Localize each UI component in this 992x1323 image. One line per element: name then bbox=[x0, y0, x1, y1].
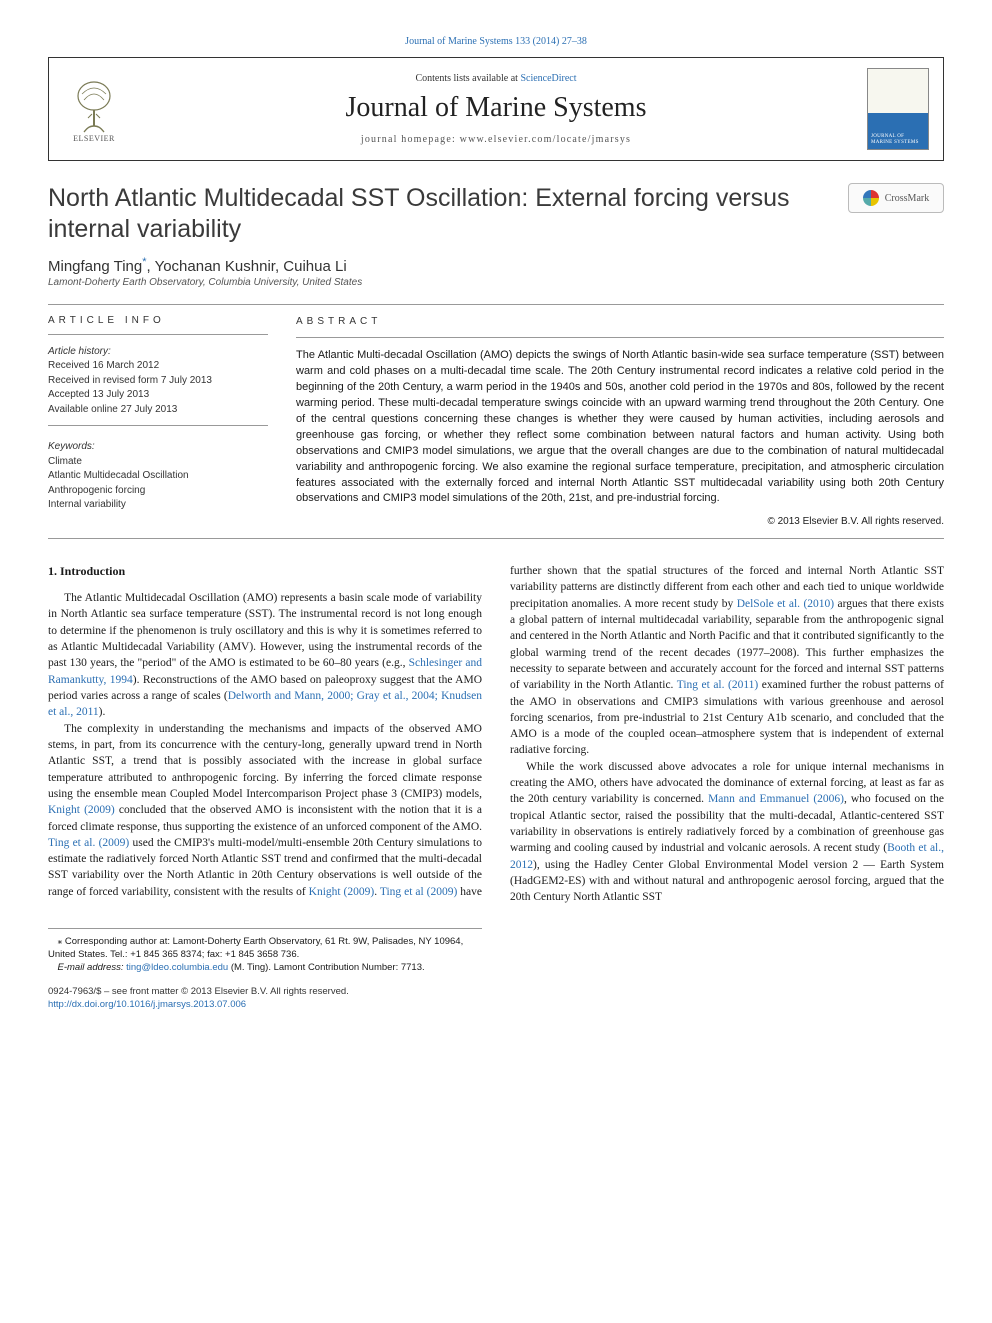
elsevier-logo: ELSEVIER bbox=[63, 70, 125, 148]
article-title: North Atlantic Multidecadal SST Oscillat… bbox=[48, 183, 832, 246]
cite-knight-2009b[interactable]: Knight (2009) bbox=[309, 886, 375, 898]
abstract-text: The Atlantic Multi-decadal Oscillation (… bbox=[296, 348, 944, 507]
elsevier-tree-icon bbox=[70, 76, 118, 134]
email-tail: (M. Ting). Lamont Contribution Number: 7… bbox=[228, 962, 424, 973]
keyword-3: Internal variability bbox=[48, 498, 268, 513]
journal-cover-thumb: JOURNAL OF MARINE SYSTEMS bbox=[867, 68, 929, 150]
keywords-label: Keywords: bbox=[48, 440, 268, 455]
footnotes: ⁎ Corresponding author at: Lamont-Dohert… bbox=[48, 928, 482, 975]
p3d: argues that there exists a global patter… bbox=[510, 598, 944, 692]
email-label: E-mail address: bbox=[58, 962, 127, 973]
author-1: Mingfang Ting bbox=[48, 258, 142, 275]
history-revised: Received in revised form 7 July 2013 bbox=[48, 374, 268, 389]
abstract-heading: ABSTRACT bbox=[296, 315, 944, 330]
cite-ting-2011[interactable]: Ting et al. (2011) bbox=[677, 679, 759, 691]
history-accepted: Accepted 13 July 2013 bbox=[48, 388, 268, 403]
p2a: The complexity in understanding the mech… bbox=[48, 723, 482, 800]
issn-line: 0924-7963/$ – see front matter © 2013 El… bbox=[48, 985, 482, 998]
footnote-corresponding: ⁎ Corresponding author at: Lamont-Dohert… bbox=[48, 935, 482, 962]
bottom-bar: 0924-7963/$ – see front matter © 2013 El… bbox=[48, 985, 482, 1012]
copyright-line: © 2013 Elsevier B.V. All rights reserved… bbox=[296, 515, 944, 530]
contents-line: Contents lists available at ScienceDirec… bbox=[125, 73, 867, 84]
article-info-heading: ARTICLE INFO bbox=[48, 315, 268, 326]
running-citation-link[interactable]: Journal of Marine Systems 133 (2014) 27–… bbox=[405, 36, 587, 47]
keyword-1: Atlantic Multidecadal Oscillation bbox=[48, 469, 268, 484]
crossmark-button[interactable]: CrossMark bbox=[848, 183, 944, 213]
doi-link[interactable]: http://dx.doi.org/10.1016/j.jmarsys.2013… bbox=[48, 999, 246, 1010]
cover-jms-label: JOURNAL OF MARINE SYSTEMS bbox=[871, 134, 925, 145]
journal-title: Journal of Marine Systems bbox=[125, 92, 867, 124]
p4c: ), using the Hadley Center Global Enviro… bbox=[510, 859, 944, 904]
crossmark-label: CrossMark bbox=[885, 193, 929, 204]
email-link[interactable]: ting@ldeo.columbia.edu bbox=[126, 962, 228, 973]
keyword-2: Anthropogenic forcing bbox=[48, 484, 268, 499]
section-1-heading: 1. Introduction bbox=[48, 563, 482, 580]
history-received: Received 16 March 2012 bbox=[48, 359, 268, 374]
authors-rest: , Yochanan Kushnir, Cuihua Li bbox=[147, 258, 347, 275]
journal-homepage: journal homepage: www.elsevier.com/locat… bbox=[125, 134, 867, 145]
divider-info bbox=[48, 334, 268, 335]
cite-delsole[interactable]: DelSole et al. (2010) bbox=[737, 598, 834, 610]
elsevier-label: ELSEVIER bbox=[73, 134, 115, 143]
history-online: Available online 27 July 2013 bbox=[48, 403, 268, 418]
journal-header: ELSEVIER Contents lists available at Sci… bbox=[48, 57, 944, 161]
divider-abstract bbox=[296, 337, 944, 338]
divider-top bbox=[48, 304, 944, 305]
cite-knight-2009a[interactable]: Knight (2009) bbox=[48, 804, 115, 816]
contents-prefix: Contents lists available at bbox=[415, 73, 520, 84]
p1c: ). bbox=[99, 706, 106, 718]
affiliation: Lamont-Doherty Earth Observatory, Columb… bbox=[48, 277, 944, 288]
sciencedirect-link[interactable]: ScienceDirect bbox=[520, 73, 576, 84]
cite-ting-2009a[interactable]: Ting et al. (2009) bbox=[48, 837, 129, 849]
crossmark-icon bbox=[863, 190, 879, 206]
divider-kw bbox=[48, 425, 268, 426]
running-citation: Journal of Marine Systems 133 (2014) 27–… bbox=[48, 36, 944, 47]
body-text: 1. Introduction The Atlantic Multidecada… bbox=[48, 563, 944, 906]
footnote-email: E-mail address: ting@ldeo.columbia.edu (… bbox=[48, 961, 482, 974]
cite-ting-2009b[interactable]: Ting et al (2009) bbox=[380, 886, 457, 898]
divider-bottom-meta bbox=[48, 538, 944, 539]
cite-mann-emmanuel[interactable]: Mann and Emmanuel (2006) bbox=[708, 793, 844, 805]
keyword-0: Climate bbox=[48, 455, 268, 470]
history-label: Article history: bbox=[48, 345, 268, 360]
authors-line: Mingfang Ting*, Yochanan Kushnir, Cuihua… bbox=[48, 256, 944, 275]
